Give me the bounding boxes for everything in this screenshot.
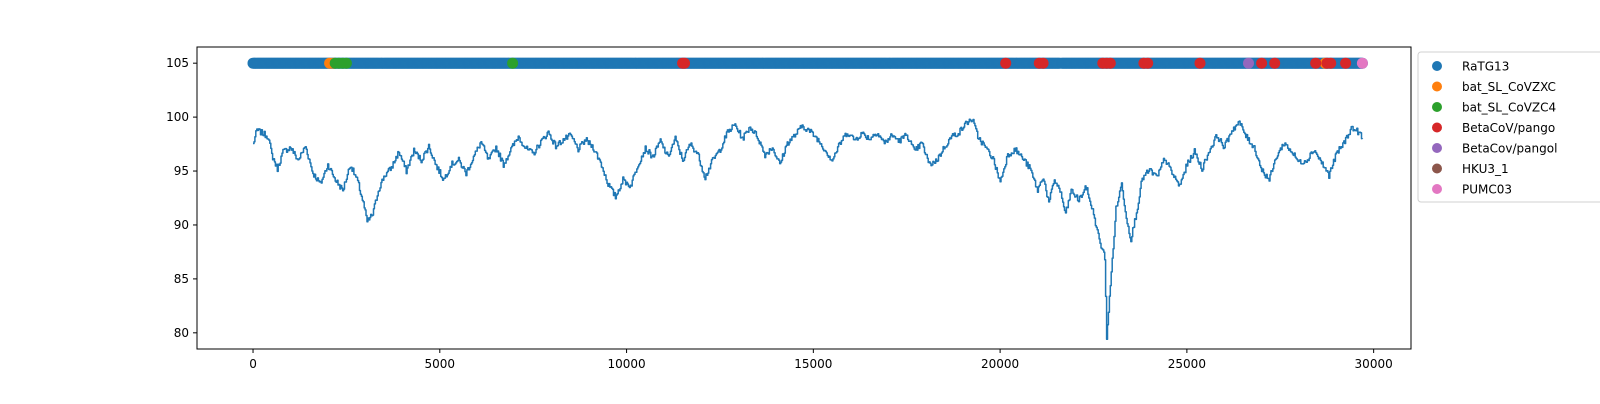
scatter-point-pumc03 <box>1356 57 1368 69</box>
legend-label: BetaCov/pangol <box>1462 142 1557 156</box>
scatter-point-betacov-pango <box>1194 57 1206 69</box>
y-tick-label: 95 <box>174 164 189 178</box>
scatter-point-bat-sl-covzc4 <box>507 57 519 69</box>
legend-label: BetaCoV/pango <box>1462 121 1555 135</box>
legend: RaTG13 bat_SL_CoVZXC bat_SL_CoVZC4 BetaCoV/… <box>1417 51 1600 203</box>
scatter-point-betacov-pango <box>1142 57 1154 69</box>
scatter-point-betacov-pango <box>1000 57 1012 69</box>
legend-marker <box>1432 143 1442 153</box>
x-tick-label: 5000 <box>425 357 456 371</box>
legend-frame <box>1417 51 1600 203</box>
scatter-point-betacov-pango <box>1104 57 1116 69</box>
scatter-point-betacov-pango <box>679 57 690 69</box>
scatter-point-betacov-pango <box>1269 57 1281 69</box>
legend-label: PUMC03 <box>1462 183 1512 197</box>
x-tick-label: 15000 <box>794 357 832 371</box>
scatter-point-betacov-pango <box>1310 57 1322 69</box>
x-tick-label: 30000 <box>1355 357 1393 371</box>
y-tick-label: 105 <box>166 56 189 70</box>
legend-label: RaTG13 <box>1462 60 1509 74</box>
scatter-point-betacov-pango <box>1037 57 1049 69</box>
scatter-layer <box>247 57 1368 69</box>
y-tick-label: 90 <box>174 218 189 232</box>
legend-marker <box>1432 122 1442 133</box>
x-tick-label: 10000 <box>607 357 645 371</box>
scatter-point-betacov-pango <box>1325 57 1337 69</box>
legend-label: HKU3_1 <box>1462 162 1509 176</box>
identity-line <box>253 118 1364 341</box>
legend-marker <box>1432 61 1442 71</box>
legend-marker <box>1432 184 1442 194</box>
legend-marker <box>1432 81 1442 92</box>
y-axis: 80 85 90 95 100 105 <box>166 56 197 340</box>
x-tick-label: 25000 <box>1168 357 1206 371</box>
legend-marker <box>1432 163 1442 174</box>
axes-frame <box>196 46 1412 350</box>
legend-marker <box>1432 102 1442 112</box>
scatter-point-betacov-pangol <box>1243 57 1254 69</box>
legend-label: bat_SL_CoVZC4 <box>1462 101 1556 115</box>
y-tick-label: 85 <box>174 272 189 286</box>
scatter-point-betacov-pango <box>1340 57 1352 69</box>
line-layer <box>253 118 1364 341</box>
y-tick-label: 100 <box>166 110 189 124</box>
legend-label: bat_SL_CoVZXC <box>1462 80 1556 94</box>
scatter-point-betacov-pango <box>1256 57 1268 69</box>
x-tick-label: 0 <box>249 357 257 371</box>
x-axis: 0 5000 10000 15000 20000 25000 30000 <box>249 349 1393 371</box>
x-tick-label: 20000 <box>981 357 1019 371</box>
y-tick-label: 80 <box>174 326 189 340</box>
scatter-point-bat-sl-covzc4 <box>340 57 352 69</box>
